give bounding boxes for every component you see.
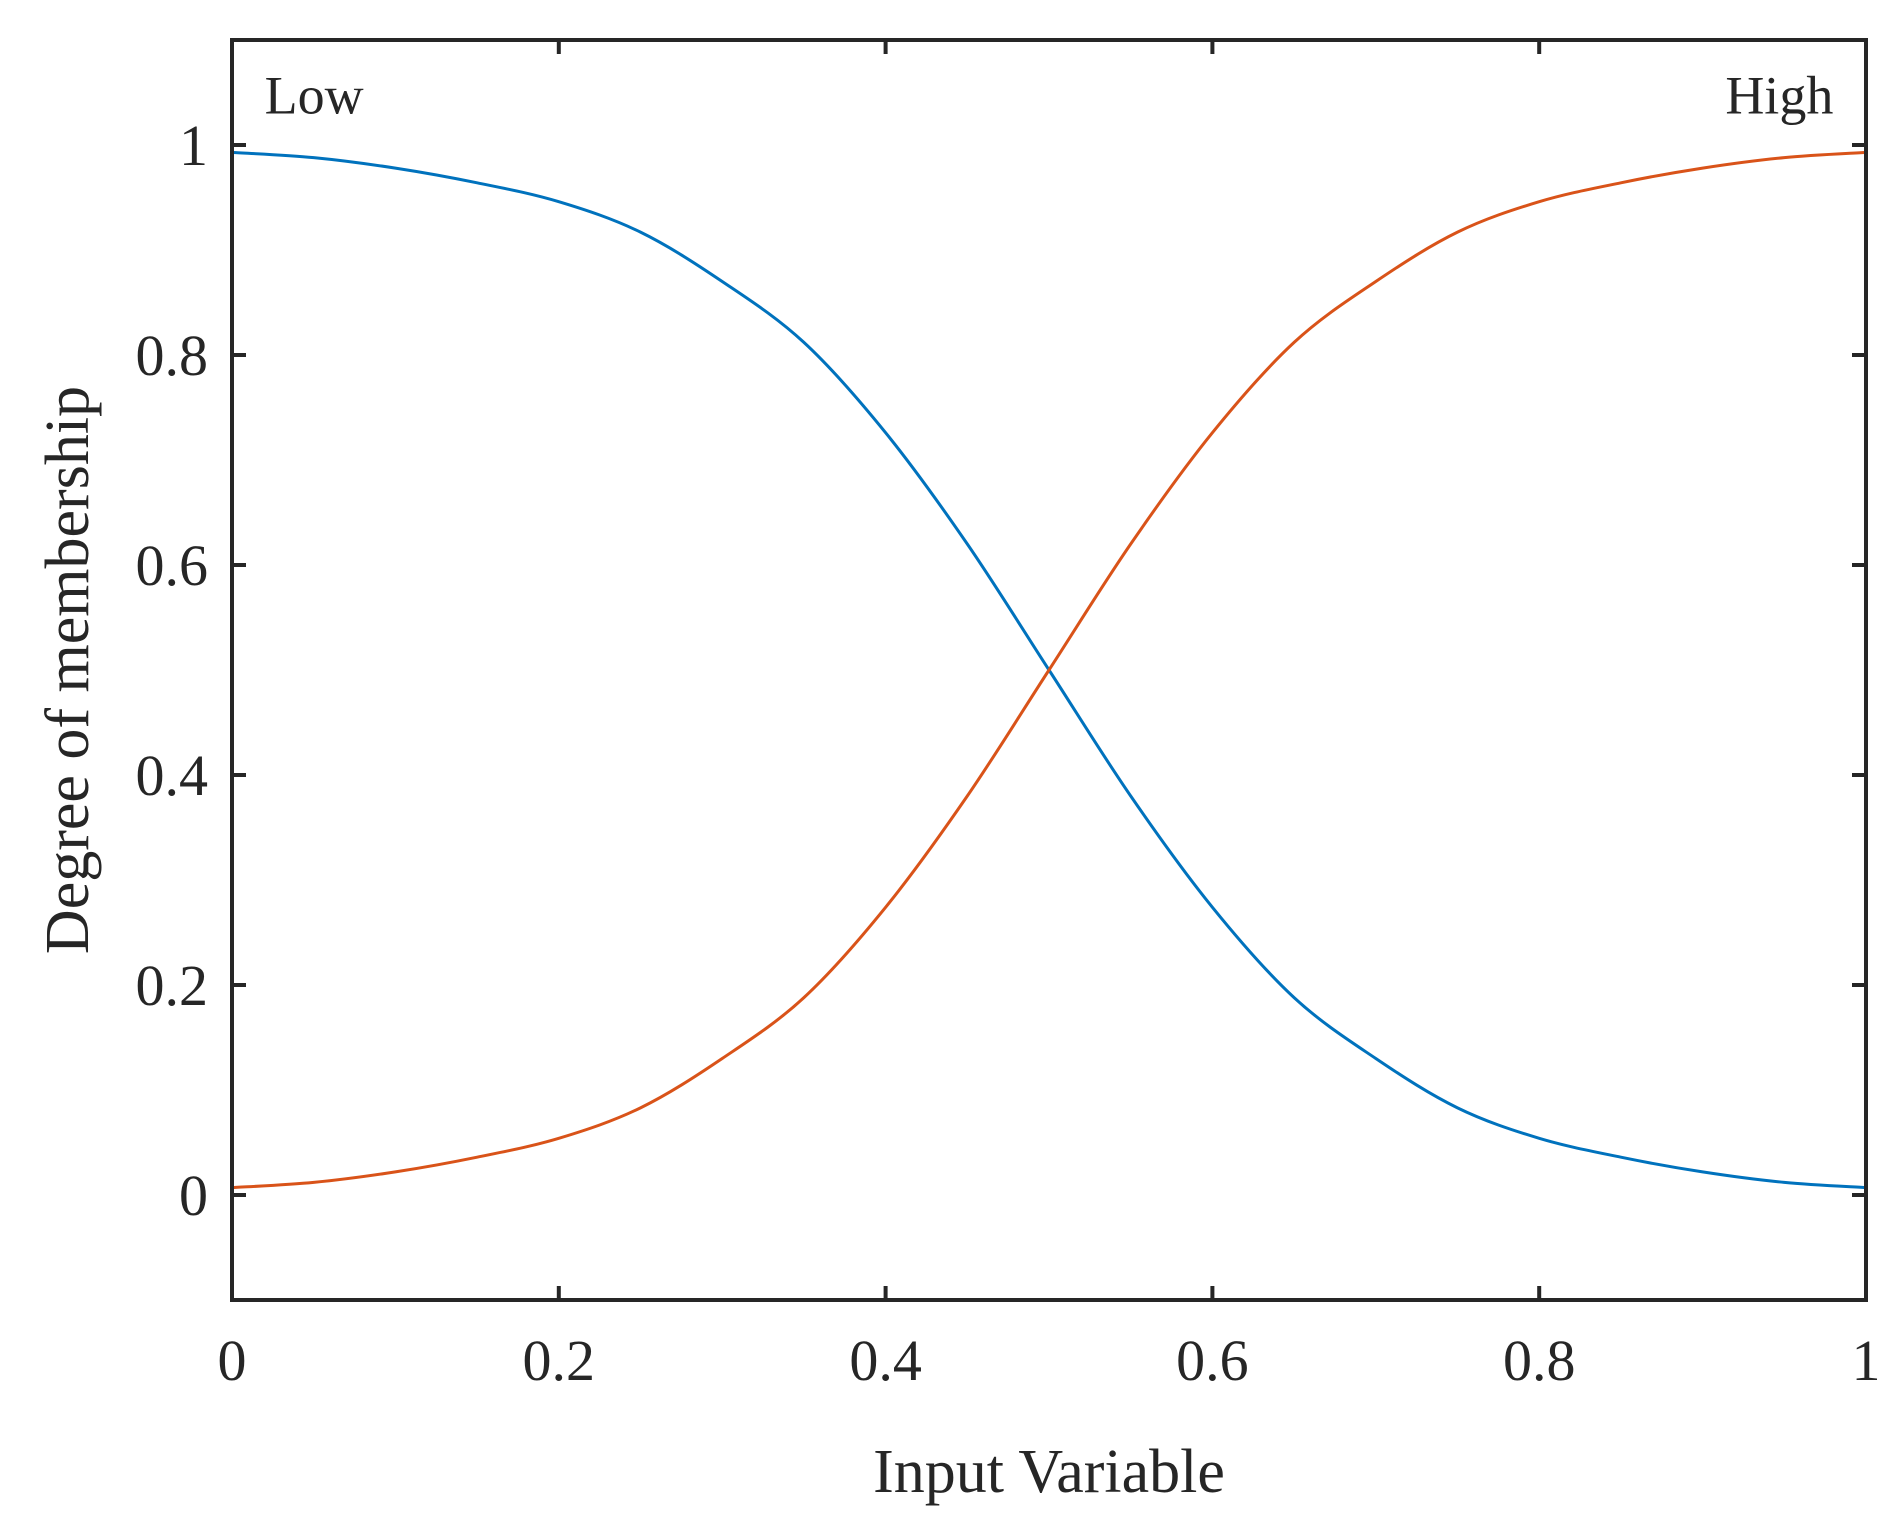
y-tick-label: 0: [179, 1163, 208, 1228]
series-line-2: [231, 150, 1867, 1190]
x-tick-label: 0.2: [523, 1328, 596, 1393]
x-tick-label: 0: [218, 1328, 247, 1393]
y-tick-label: 1: [179, 113, 208, 178]
axes-frame: [230, 38, 1868, 1302]
annotation-high: High: [1725, 66, 1833, 126]
annotation-low: Low: [265, 66, 364, 126]
plot-area: [231, 150, 1867, 1190]
x-axis-label: Input Variable: [873, 1438, 1225, 1506]
x-tick-label: 0.6: [1176, 1328, 1249, 1393]
y-axis-label: Degree of membership: [34, 386, 102, 954]
y-tick-label: 0.8: [136, 323, 209, 388]
tick-labels: 0 0.2 0.4 0.6 0.8 1 0 0.2 0.4 0.6 0.8 1: [136, 113, 1881, 1393]
y-tick-label: 0.6: [136, 533, 209, 598]
x-tick-label: 1: [1852, 1328, 1881, 1393]
annotations: Low High: [265, 66, 1834, 126]
x-tick-label: 0.4: [849, 1328, 922, 1393]
y-tick-label: 0.2: [136, 953, 209, 1018]
x-tick-label: 0.8: [1503, 1328, 1576, 1393]
y-tick-label: 0.4: [136, 743, 209, 808]
